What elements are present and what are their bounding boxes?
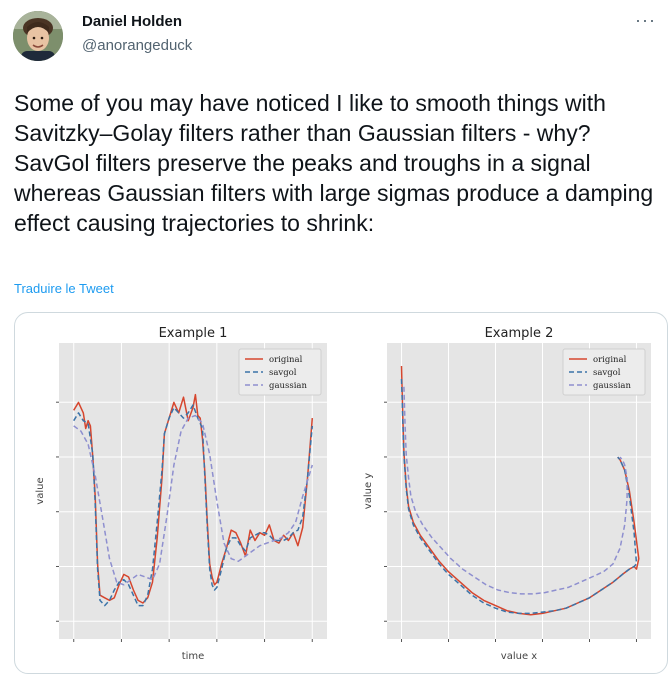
chart-title: Example 1 (159, 326, 228, 341)
author-name[interactable]: Daniel Holden (82, 13, 183, 30)
author-handle[interactable]: @anorangeduck (82, 37, 193, 54)
translate-tweet-link[interactable]: Traduire le Tweet (14, 281, 114, 296)
series-line-original (400, 365, 640, 616)
legend-label-savgol: savgol (269, 368, 297, 378)
legend: original savgol gaussian (238, 348, 322, 396)
avatar[interactable] (13, 11, 63, 61)
legend-label-savgol: savgol (593, 368, 621, 378)
chart-1: Example 1 time value original savgol gaussian (35, 326, 327, 662)
x-axis-label: time (182, 651, 205, 662)
legend-label-gaussian: gaussian (269, 381, 307, 391)
legend-label-gaussian: gaussian (593, 381, 631, 391)
series-line-savgol (73, 404, 314, 607)
chart-2: Example 2 value x value y original savgol gau… (363, 326, 651, 662)
legend: original savgol gaussian (562, 348, 646, 396)
y-axis-label: value (35, 477, 46, 504)
charts-figure: Example 1 time value original savgol gaussian… (35, 326, 651, 662)
avatar-image (13, 11, 63, 61)
legend-box (562, 348, 646, 396)
legend-box (238, 348, 322, 396)
more-options-icon[interactable]: ··· (635, 10, 656, 30)
series-line-gaussian (73, 414, 314, 586)
series-line-savgol (400, 378, 638, 615)
y-axis-label: value y (363, 473, 374, 509)
chart-title: Example 2 (485, 326, 554, 341)
tweet-text: Some of you may have noticed I like to s… (14, 90, 654, 236)
legend-label-original: original (269, 355, 303, 365)
tweet-media[interactable]: Example 1 time value original savgol gaussian… (14, 312, 668, 674)
legend-label-original: original (593, 355, 627, 365)
x-axis-label: value x (501, 651, 537, 662)
series-line-gaussian (403, 386, 628, 595)
